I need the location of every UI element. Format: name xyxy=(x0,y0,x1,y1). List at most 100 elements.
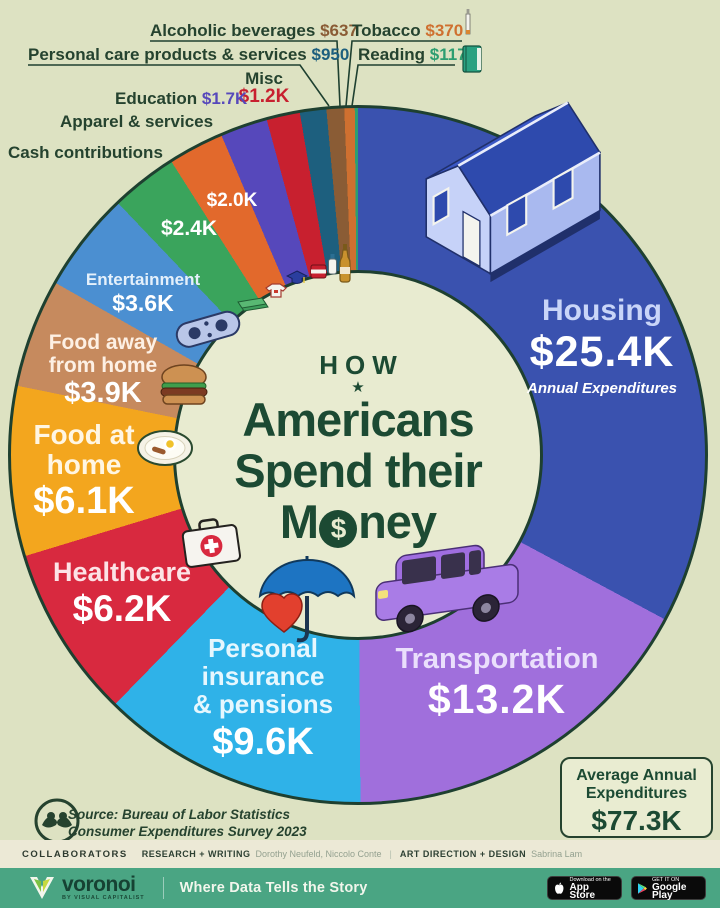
food-at-home-name-line1: Food at xyxy=(33,419,135,450)
umbrella-heart-icon xyxy=(258,556,356,643)
title-line3: M $ ney xyxy=(193,496,523,548)
title-line3-pre: M xyxy=(279,495,319,548)
food-away-value: $3.9K xyxy=(64,377,142,409)
avg-box-line1: Average Annual xyxy=(576,767,697,784)
title-line2: Spend their xyxy=(234,444,483,497)
cash-value: $2.4K xyxy=(160,217,218,240)
callout-reading: Reading $117 xyxy=(358,45,467,65)
segment-label-transportation: Transportation $13.2K xyxy=(395,643,598,723)
callout-tobacco-value: $370 xyxy=(425,21,464,40)
avg-box-value: $77.3K xyxy=(591,805,682,836)
collaborators-separator: | xyxy=(389,849,392,859)
entertainment-name: Entertainment xyxy=(85,270,201,289)
entertainment-value: $3.6K xyxy=(112,290,174,316)
segment-label-food-at-home: Food at home $6.1K xyxy=(33,420,134,523)
collaborators-names1: Dorothy Neufeld, Niccolo Conte xyxy=(255,849,382,859)
callout-apparel: Apparel & services xyxy=(60,112,213,132)
food-away-name-line1: Food away xyxy=(48,331,158,354)
voronoi-leaf-icon xyxy=(30,877,54,899)
chart-title: HOW ★ Americans Spend their M $ ney xyxy=(193,350,523,548)
callout-education-value: $1.7K xyxy=(201,89,248,108)
beer-bottle-icon xyxy=(339,244,351,283)
callout-tobacco-name: Tobacco xyxy=(352,21,421,40)
callout-education: Education $1.7K xyxy=(115,89,247,109)
collaborators-bar: COLLABORATORS RESEARCH + WRITING Dorothy… xyxy=(0,840,720,868)
app-store-badge[interactable]: Download on the App Store xyxy=(547,876,622,901)
source-line2: Consumer Expenditures Survey 2023 xyxy=(68,824,307,839)
segment-label-cash: $2.4K xyxy=(161,217,217,241)
voronoi-wordmark: voronoi xyxy=(62,873,136,896)
voronoi-brand[interactable]: voronoi BY VISUAL CAPITALIST xyxy=(28,873,145,901)
segment-label-apparel: $2.0K xyxy=(207,190,258,212)
appstore-bottom-text: App Store xyxy=(569,882,596,901)
segment-label-food-away: Food away from home $3.9K xyxy=(49,331,158,410)
title-line3-post: ney xyxy=(358,495,437,548)
callout-misc-value: $1.2K xyxy=(238,86,290,107)
housing-name: Housing xyxy=(542,294,662,327)
segment-label-entertainment: Entertainment $3.6K xyxy=(86,270,200,317)
callout-apparel-name: Apparel & services xyxy=(60,112,214,131)
lotion-bottle-icon xyxy=(328,254,337,275)
gplay-bottom-text: Google Play xyxy=(651,882,687,901)
callout-education-name: Education xyxy=(115,89,198,108)
segment-label-insurance: Personal insurance & pensions $9.6K xyxy=(193,634,333,764)
average-expenditures-box: Average Annual Expenditures $77.3K xyxy=(560,757,713,838)
food-at-home-value: $6.1K xyxy=(33,480,135,522)
footer-bar: voronoi BY VISUAL CAPITALIST Where Data … xyxy=(0,868,720,908)
callout-personal-care: Personal care products & services $950 xyxy=(28,45,349,65)
footer-tagline: Where Data Tells the Story xyxy=(179,880,368,896)
cigarette-icon xyxy=(465,9,471,35)
title-line1: Americans xyxy=(242,393,474,446)
housing-sublabel: Annual Expenditures xyxy=(526,380,678,397)
misc-box-icon xyxy=(310,264,327,279)
callout-misc: Misc $1.2K xyxy=(238,69,290,107)
source-text: Source: Bureau of Labor Statistics Consu… xyxy=(68,806,307,840)
first-aid-kit-icon xyxy=(181,518,242,568)
insurance-name-line3: & pensions xyxy=(192,689,334,719)
food-at-home-name-line2: home xyxy=(46,449,122,480)
callout-reading-name: Reading xyxy=(358,45,426,64)
voronoi-byline: BY VISUAL CAPITALIST xyxy=(62,895,145,901)
title-kicker: HOW xyxy=(319,350,404,380)
appstore-top-text: Download on the xyxy=(569,877,611,883)
callout-cash: Cash contributions xyxy=(8,143,163,163)
apple-icon xyxy=(555,881,564,894)
collaborators-heading: COLLABORATORS xyxy=(22,848,128,860)
collaborators-names2: Sabrina Lam xyxy=(531,849,583,859)
insurance-name-line2: insurance xyxy=(201,661,325,691)
callout-misc-name: Misc xyxy=(245,69,283,88)
gplay-top-text: GET IT ON xyxy=(651,877,680,883)
segment-label-housing: Housing $25.4K Annual Expenditures xyxy=(527,294,677,397)
callout-cash-name: Cash contributions xyxy=(8,143,163,162)
transportation-value: $13.2K xyxy=(427,676,567,722)
breakfast-plate-icon xyxy=(137,430,193,466)
callout-alcohol-name: Alcoholic beverages xyxy=(150,21,316,40)
callout-alcohol: Alcoholic beverages $637 xyxy=(150,21,358,41)
google-play-badge[interactable]: GET IT ON Google Play xyxy=(631,876,706,901)
callout-personal-care-value: $950 xyxy=(311,45,350,64)
shirt-icon xyxy=(265,283,287,298)
transportation-name: Transportation xyxy=(395,643,599,675)
callout-reading-value: $117 xyxy=(429,45,467,64)
insurance-value: $9.6K xyxy=(212,721,314,763)
google-play-icon xyxy=(638,882,647,894)
cash-bills-icon xyxy=(237,297,269,312)
callout-alcohol-value: $637 xyxy=(320,21,358,40)
avg-box-line2: Expenditures xyxy=(585,785,688,802)
footer-divider xyxy=(162,877,164,899)
book-icon xyxy=(462,45,482,73)
car-icon xyxy=(375,544,519,633)
healthcare-name: Healthcare xyxy=(52,557,192,587)
game-controller-icon xyxy=(175,310,241,348)
source-line1: Source: Bureau of Labor Statistics xyxy=(68,807,291,822)
burger-icon xyxy=(160,364,208,405)
star-icon: ★ xyxy=(351,379,365,396)
apparel-value: $2.0K xyxy=(206,190,258,211)
healthcare-value: $6.2K xyxy=(72,588,172,629)
segment-label-healthcare: Healthcare $6.2K xyxy=(53,557,191,630)
callout-lines xyxy=(28,40,462,107)
collaborators-role2: ART DIRECTION + DESIGN xyxy=(399,849,527,859)
housing-value: $25.4K xyxy=(529,328,675,376)
callout-tobacco: Tobacco $370 xyxy=(352,21,463,41)
